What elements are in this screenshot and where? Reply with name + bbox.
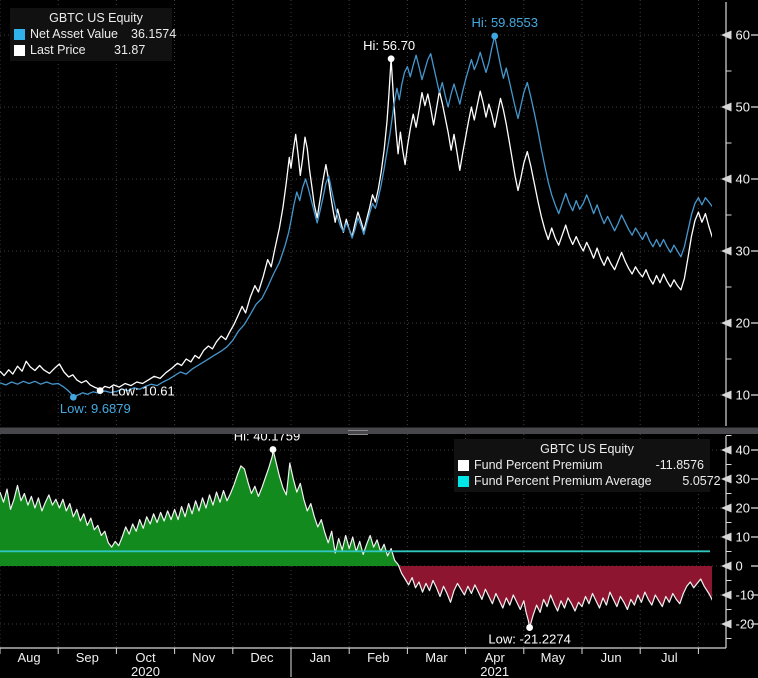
svg-text:-20: -20 (736, 617, 755, 632)
top-legend[interactable]: GBTC US Equity Net Asset Value 36.1574 L… (10, 8, 176, 61)
year-label-2021: 2021 (480, 664, 509, 678)
svg-text:10: 10 (736, 530, 750, 545)
month-label-feb: Feb (367, 650, 389, 665)
nav-value: 36.1574 (131, 27, 177, 41)
annotation-low-1: Low: -21.2274 (488, 624, 571, 647)
month-label-sep: Sep (76, 650, 99, 665)
nav-line (0, 35, 712, 398)
month-label-dec: Dec (250, 650, 274, 665)
svg-text:Low: 9.6879: Low: 9.6879 (60, 401, 131, 416)
svg-text:30: 30 (736, 472, 750, 487)
last-price-swatch-icon[interactable] (14, 44, 25, 56)
last-price-label: Last Price (30, 43, 86, 57)
positive-premium-area (0, 449, 712, 566)
svg-text:10: 10 (736, 388, 750, 403)
month-label-oct: Oct (135, 650, 156, 665)
annotation-low-2: Low: 9.6879 (60, 393, 131, 416)
legend-row-fund-percent-premium[interactable]: Fund Percent Premium -11.8576 (458, 457, 704, 473)
x-axis: Aug Sep Oct Nov Dec Jan Feb Mar Apr May Jun Jul 2020… (0, 647, 726, 678)
month-label-jul: Jul (661, 650, 678, 665)
legend-row-net-asset-value[interactable]: Net Asset Value 36.1574 (14, 26, 176, 42)
bottom-panel (0, 448, 712, 629)
last-price-value: 31.87 (114, 43, 146, 57)
bottom-y-axis: 40 30 20 10 0 -10 -20 (721, 435, 758, 648)
svg-text:50: 50 (736, 100, 750, 115)
premium-swatch-icon[interactable] (458, 459, 469, 471)
annotation-hi-0: Hi: 56.70 (363, 38, 415, 63)
month-label-apr: Apr (485, 650, 506, 665)
premium-average-swatch-icon[interactable] (458, 475, 469, 487)
divider-handle-icon[interactable] (348, 430, 368, 435)
premium-label: Fund Percent Premium (474, 458, 603, 472)
annotation-hi-1: Hi: 59.8553 (471, 15, 538, 40)
bottom-legend[interactable]: GBTC US Equity Fund Percent Premium -11.… (454, 439, 721, 492)
year-label-2020: 2020 (131, 664, 160, 678)
month-label-may: May (541, 650, 566, 665)
svg-text:20: 20 (736, 501, 750, 516)
month-label-mar: Mar (425, 650, 448, 665)
month-label-nov: Nov (192, 650, 216, 665)
month-label-jan: Jan (310, 650, 331, 665)
top-legend-title: GBTC US Equity (49, 11, 143, 25)
svg-text:30: 30 (736, 244, 750, 259)
svg-text:Low: -21.2274: Low: -21.2274 (488, 632, 570, 647)
svg-text:60: 60 (736, 28, 750, 43)
legend-row-last-price[interactable]: Last Price 31.87 (14, 42, 166, 58)
annotation-low-3: Low: 10.61 (96, 384, 175, 399)
svg-text:Hi: 56.70: Hi: 56.70 (363, 38, 415, 53)
nav-label: Net Asset Value (30, 27, 119, 41)
month-label-aug: Aug (18, 650, 41, 665)
svg-text:40: 40 (736, 172, 750, 187)
top-panel (0, 35, 712, 398)
svg-text:Low: 10.61: Low: 10.61 (111, 384, 175, 399)
premium-value: -11.8576 (655, 458, 704, 472)
premium-line (0, 448, 712, 629)
nav-swatch-icon[interactable] (14, 28, 25, 40)
month-label-jun: Jun (601, 650, 622, 665)
svg-text:40: 40 (736, 443, 750, 458)
premium-average-label: Fund Percent Premium Average (474, 474, 652, 488)
premium-average-value: 5.0572 (682, 474, 721, 488)
price-line (0, 58, 712, 392)
svg-text:20: 20 (736, 316, 750, 331)
bottom-legend-title: GBTC US Equity (540, 442, 634, 456)
top-grid (0, 0, 726, 426)
panel-divider[interactable] (0, 427, 758, 435)
top-y-axis: 10 20 30 40 50 60 (721, 2, 758, 426)
svg-text:Hi: 59.8553: Hi: 59.8553 (471, 15, 538, 30)
legend-row-premium-average[interactable]: Fund Percent Premium Average 5.0572 (458, 473, 721, 489)
svg-text:0: 0 (736, 559, 743, 574)
svg-text:-10: -10 (736, 588, 755, 603)
